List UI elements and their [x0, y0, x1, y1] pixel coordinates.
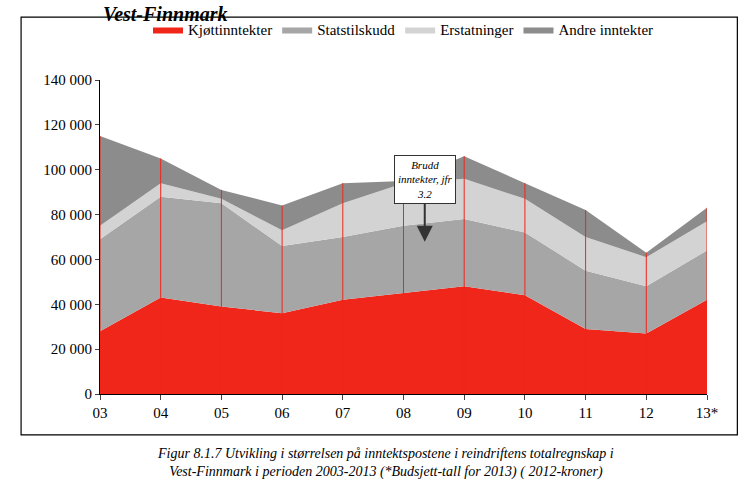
svg-text:11: 11: [578, 405, 592, 421]
svg-text:60 000: 60 000: [51, 252, 92, 268]
svg-text:Statstilskudd: Statstilskudd: [317, 22, 395, 38]
svg-text:Andre inntekter: Andre inntekter: [558, 22, 653, 38]
svg-text:07: 07: [335, 405, 351, 421]
svg-text:140 000: 140 000: [43, 72, 92, 88]
svg-text:12: 12: [639, 405, 654, 421]
svg-text:80 000: 80 000: [51, 207, 92, 223]
svg-text:100 000: 100 000: [43, 162, 92, 178]
svg-text:Bruddinntekter, jfr3.2: Bruddinntekter, jfr3.2: [398, 159, 452, 200]
svg-text:Kjøttinntekter: Kjøttinntekter: [188, 22, 272, 38]
svg-text:20 000: 20 000: [51, 341, 92, 357]
svg-text:04: 04: [153, 405, 169, 421]
svg-text:Erstatninger: Erstatninger: [440, 22, 513, 38]
svg-text:10: 10: [517, 405, 532, 421]
svg-text:40 000: 40 000: [51, 297, 92, 313]
svg-text:Figur 8.1.7 Utvikling i større: Figur 8.1.7 Utvikling i størrelsen på in…: [157, 446, 614, 480]
svg-text:05: 05: [214, 405, 229, 421]
svg-text:13*: 13*: [696, 405, 719, 421]
svg-text:0: 0: [85, 386, 93, 402]
svg-text:06: 06: [275, 405, 291, 421]
svg-text:08: 08: [396, 405, 411, 421]
svg-text:09: 09: [457, 405, 472, 421]
svg-text:120 000: 120 000: [43, 117, 92, 133]
svg-text:03: 03: [93, 405, 108, 421]
svg-text:Vest-Finnmark: Vest-Finnmark: [103, 3, 227, 25]
